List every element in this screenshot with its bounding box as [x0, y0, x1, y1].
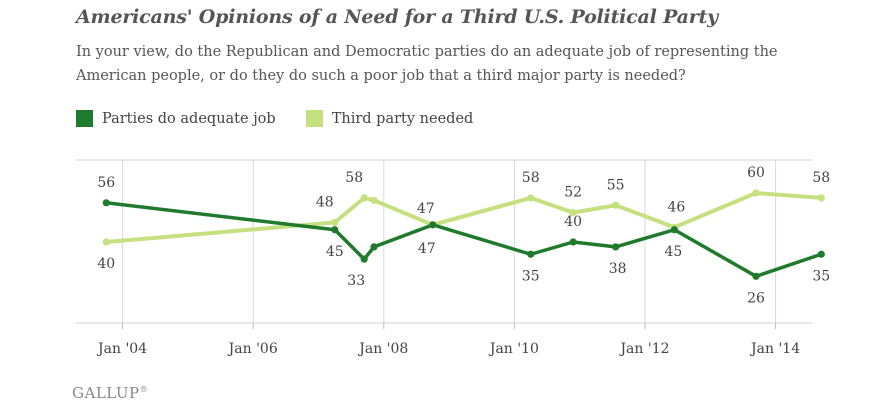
- gallup-trademark: ®: [139, 385, 149, 394]
- data-point-adequate: [612, 243, 620, 251]
- x-tick-label: Jan '14: [749, 341, 800, 357]
- gallup-logo: GALLUP®: [72, 384, 148, 402]
- legend: Parties do adequate job Third party need…: [76, 110, 503, 127]
- data-point-third-party: [331, 218, 339, 226]
- data-point-adequate: [670, 226, 678, 234]
- data-label-third-party: 47: [417, 201, 435, 217]
- data-label-third-party: 40: [97, 256, 115, 272]
- data-point-third-party: [527, 194, 535, 202]
- legend-item-adequate: Parties do adequate job: [76, 110, 276, 127]
- data-point-third-party: [569, 209, 577, 217]
- data-label-third-party: 58: [812, 170, 830, 186]
- legend-label-third-party: Third party needed: [331, 110, 474, 127]
- data-label-third-party: 48: [316, 194, 334, 210]
- data-point-third-party: [102, 238, 110, 246]
- data-label-third-party: 46: [667, 199, 685, 215]
- gallup-brand: GALLUP: [72, 384, 140, 402]
- data-point-adequate: [370, 243, 378, 251]
- data-point-adequate: [527, 250, 535, 258]
- series-line-adequate: [104, 201, 824, 279]
- data-point-adequate: [429, 221, 437, 229]
- legend-label-adequate: Parties do adequate job: [102, 110, 276, 127]
- chart-title: Americans' Opinions of a Need for a Thir…: [76, 6, 718, 28]
- data-point-adequate: [817, 250, 825, 258]
- legend-swatch-third-party: [305, 110, 323, 127]
- data-point-third-party: [370, 196, 378, 204]
- data-label-adequate: 26: [747, 290, 765, 306]
- data-point-third-party: [360, 194, 368, 202]
- data-point-adequate: [752, 272, 760, 280]
- data-label-adequate: 47: [418, 241, 436, 257]
- data-point-adequate: [360, 255, 368, 263]
- data-point-adequate: [331, 226, 339, 234]
- data-point-adequate: [569, 238, 577, 246]
- data-label-third-party: 58: [345, 170, 363, 186]
- data-label-adequate: 38: [609, 261, 627, 277]
- chart-subtitle: In your view, do the Republican and Demo…: [76, 44, 778, 84]
- x-tick-label: Jan '04: [96, 341, 147, 357]
- data-point-adequate: [102, 199, 110, 207]
- x-tick-label: Jan '10: [488, 341, 539, 357]
- x-tick-label: Jan '12: [618, 341, 669, 357]
- data-label-third-party: 60: [747, 165, 765, 181]
- data-label-third-party: 58: [522, 170, 540, 186]
- data-label-adequate: 33: [347, 273, 365, 289]
- data-point-third-party: [612, 201, 620, 209]
- data-label-adequate: 45: [326, 244, 344, 260]
- data-label-third-party: 52: [564, 185, 582, 201]
- data-label-adequate: 45: [664, 244, 682, 260]
- data-point-third-party: [752, 189, 760, 197]
- data-label-adequate: 35: [812, 268, 830, 284]
- legend-item-third-party: Third party needed: [305, 110, 474, 127]
- data-label-adequate: 35: [522, 268, 540, 284]
- x-tick-label: Jan '06: [227, 341, 278, 357]
- data-label-third-party: 55: [607, 177, 625, 193]
- data-label-adequate: 40: [564, 214, 582, 230]
- data-point-third-party: [817, 194, 825, 202]
- data-label-adequate: 56: [97, 175, 115, 191]
- x-tick-label: Jan '08: [357, 341, 408, 357]
- legend-swatch-adequate: [76, 110, 93, 127]
